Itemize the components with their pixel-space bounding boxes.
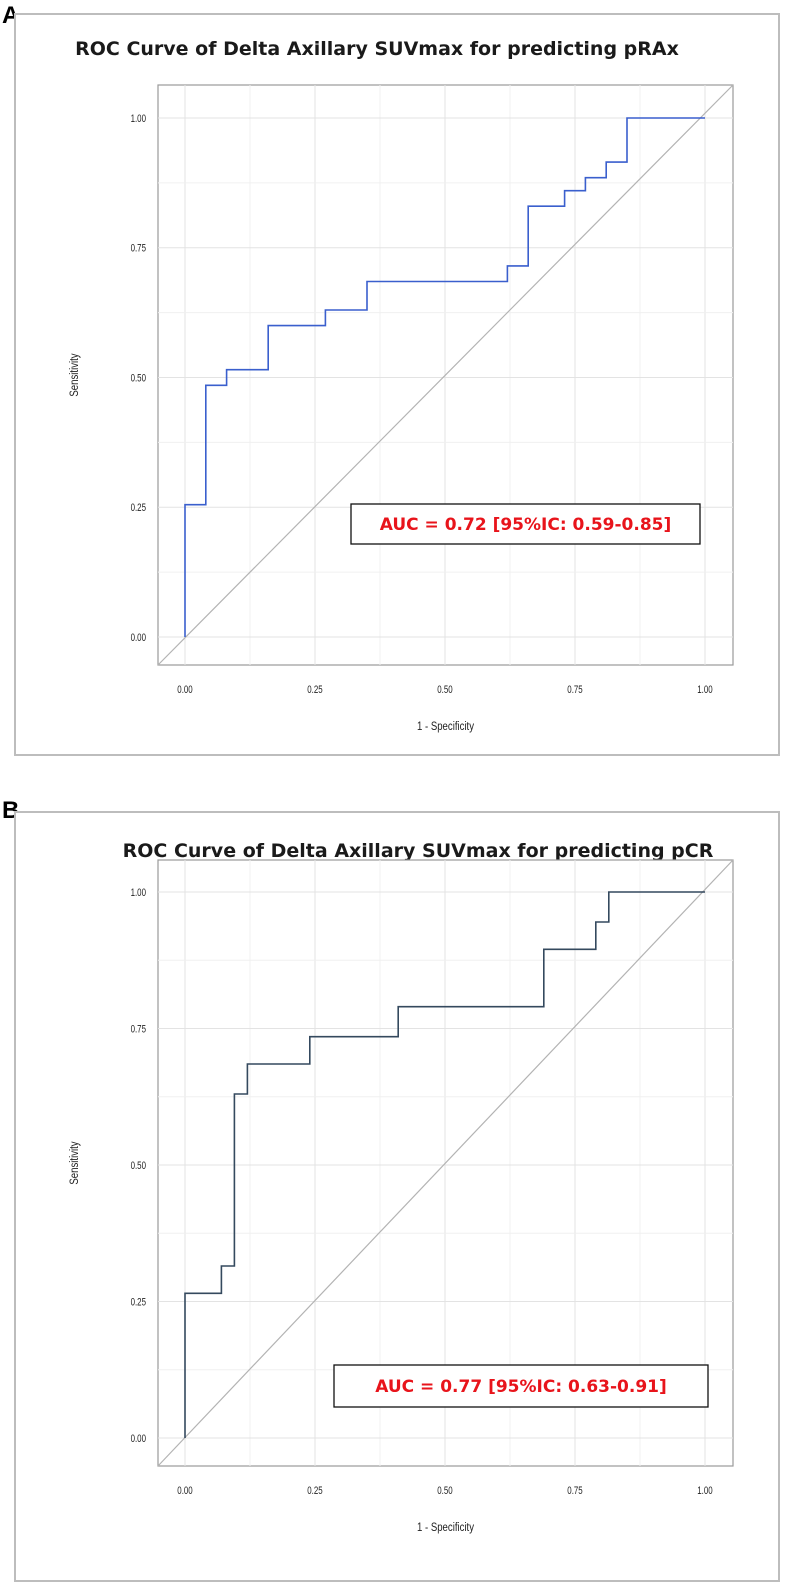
x-tick-label: 0.50 <box>437 684 452 697</box>
y-tick-label: 0.75 <box>131 1023 146 1036</box>
chart-title: ROC Curve of Delta Axillary SUVmax for p… <box>123 840 714 862</box>
x-tick-label: 0.00 <box>177 684 192 697</box>
x-axis-label: 1 - Specificity <box>417 1521 475 1534</box>
y-tick-label: 0.50 <box>131 1160 146 1173</box>
x-tick-label: 0.75 <box>567 1485 582 1498</box>
y-tick-label: 0.00 <box>131 632 146 645</box>
y-tick-label: 0.00 <box>131 1433 146 1446</box>
y-axis-label: Sensitivity <box>68 353 81 397</box>
auc-annotation-box <box>350 503 701 545</box>
x-tick-label: 0.25 <box>307 684 322 697</box>
y-tick-label: 0.50 <box>131 372 146 385</box>
auc-annotation: AUC = 0.72 [95%IC: 0.59-0.85] <box>380 515 672 535</box>
x-axis-label: 1 - Specificity <box>417 720 475 733</box>
x-tick-label: 0.00 <box>177 1485 192 1498</box>
y-axis-label: Sensitivity <box>68 1141 81 1185</box>
auc-annotation: AUC = 0.77 [95%IC: 0.63-0.91] <box>375 1377 667 1397</box>
x-tick-label: 1.00 <box>697 1485 712 1498</box>
x-tick-label: 0.75 <box>567 684 582 697</box>
y-tick-label: 0.25 <box>131 502 146 515</box>
y-tick-label: 1.00 <box>131 887 146 900</box>
roc-curve <box>184 891 705 1438</box>
y-tick-label: 0.75 <box>131 243 146 256</box>
chart-title: ROC Curve of Delta Axillary SUVmax for p… <box>75 38 679 60</box>
x-tick-label: 0.50 <box>437 1485 452 1498</box>
auc-annotation-box <box>333 1364 709 1408</box>
y-tick-label: 1.00 <box>131 113 146 126</box>
reference-diagonal <box>157 859 734 1467</box>
reference-diagonal <box>157 84 734 666</box>
x-tick-label: 0.25 <box>307 1485 322 1498</box>
y-tick-label: 0.25 <box>131 1296 146 1309</box>
x-tick-label: 1.00 <box>697 684 712 697</box>
roc-curve <box>184 117 705 637</box>
